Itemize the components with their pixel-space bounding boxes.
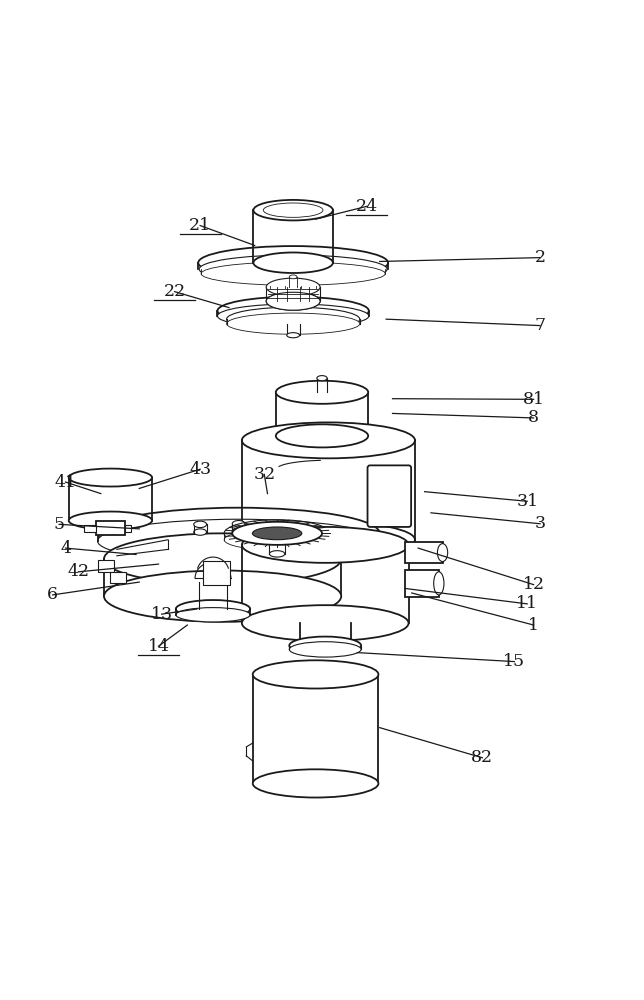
Text: 15: 15: [504, 653, 526, 670]
Ellipse shape: [276, 381, 368, 404]
Text: 8: 8: [528, 409, 539, 426]
Ellipse shape: [287, 333, 299, 338]
Text: 5: 5: [53, 516, 64, 533]
Bar: [84, 525, 96, 532]
Bar: [405, 542, 442, 563]
Text: 1: 1: [528, 617, 539, 634]
Text: 6: 6: [47, 586, 58, 603]
Ellipse shape: [69, 512, 152, 529]
Bar: [125, 525, 131, 532]
Ellipse shape: [69, 469, 152, 487]
Ellipse shape: [266, 292, 320, 310]
Text: 7: 7: [535, 317, 545, 334]
Ellipse shape: [276, 424, 368, 447]
Ellipse shape: [289, 637, 361, 655]
Text: 81: 81: [522, 391, 545, 408]
Text: 14: 14: [147, 638, 169, 655]
Ellipse shape: [201, 262, 385, 285]
Ellipse shape: [242, 522, 415, 558]
Text: 11: 11: [516, 595, 538, 612]
Ellipse shape: [232, 521, 245, 527]
Text: 43: 43: [189, 461, 211, 478]
Ellipse shape: [104, 533, 341, 585]
Ellipse shape: [198, 246, 388, 279]
Ellipse shape: [199, 255, 387, 283]
Bar: [110, 572, 126, 583]
Text: 21: 21: [189, 217, 211, 234]
Ellipse shape: [266, 278, 320, 296]
Ellipse shape: [269, 551, 285, 557]
Ellipse shape: [317, 376, 327, 381]
Ellipse shape: [176, 600, 250, 618]
Ellipse shape: [437, 544, 448, 562]
Bar: [405, 570, 439, 597]
Text: 82: 82: [471, 749, 493, 766]
Bar: [98, 560, 113, 572]
FancyBboxPatch shape: [368, 465, 411, 527]
Ellipse shape: [258, 530, 270, 537]
Ellipse shape: [98, 519, 380, 563]
Ellipse shape: [253, 200, 333, 220]
Ellipse shape: [227, 313, 360, 334]
Ellipse shape: [252, 660, 379, 689]
Ellipse shape: [289, 275, 297, 279]
Ellipse shape: [194, 521, 207, 528]
Text: 32: 32: [253, 466, 276, 483]
Ellipse shape: [289, 642, 361, 657]
Text: 22: 22: [164, 283, 185, 300]
Ellipse shape: [224, 529, 330, 550]
Ellipse shape: [242, 527, 408, 563]
Ellipse shape: [252, 769, 379, 798]
Text: 2: 2: [535, 249, 545, 266]
Ellipse shape: [242, 422, 415, 458]
Text: 4: 4: [60, 540, 71, 557]
Ellipse shape: [227, 307, 360, 331]
Text: 3: 3: [535, 515, 545, 532]
Text: 41: 41: [55, 474, 77, 491]
Text: 12: 12: [522, 576, 545, 593]
Text: 13: 13: [151, 606, 173, 623]
Ellipse shape: [253, 252, 333, 273]
Ellipse shape: [242, 605, 408, 641]
Bar: [203, 561, 230, 585]
Text: 31: 31: [516, 493, 538, 510]
Ellipse shape: [232, 528, 245, 535]
Ellipse shape: [218, 297, 369, 325]
Ellipse shape: [232, 522, 322, 545]
Ellipse shape: [252, 527, 302, 540]
Ellipse shape: [263, 203, 323, 217]
Ellipse shape: [194, 529, 207, 535]
Ellipse shape: [266, 292, 320, 310]
Text: 24: 24: [356, 198, 378, 215]
Ellipse shape: [176, 608, 250, 622]
Bar: [96, 521, 125, 535]
Ellipse shape: [218, 304, 369, 328]
Ellipse shape: [98, 508, 380, 559]
Text: 42: 42: [67, 563, 90, 580]
Ellipse shape: [433, 572, 444, 595]
Ellipse shape: [104, 571, 341, 622]
